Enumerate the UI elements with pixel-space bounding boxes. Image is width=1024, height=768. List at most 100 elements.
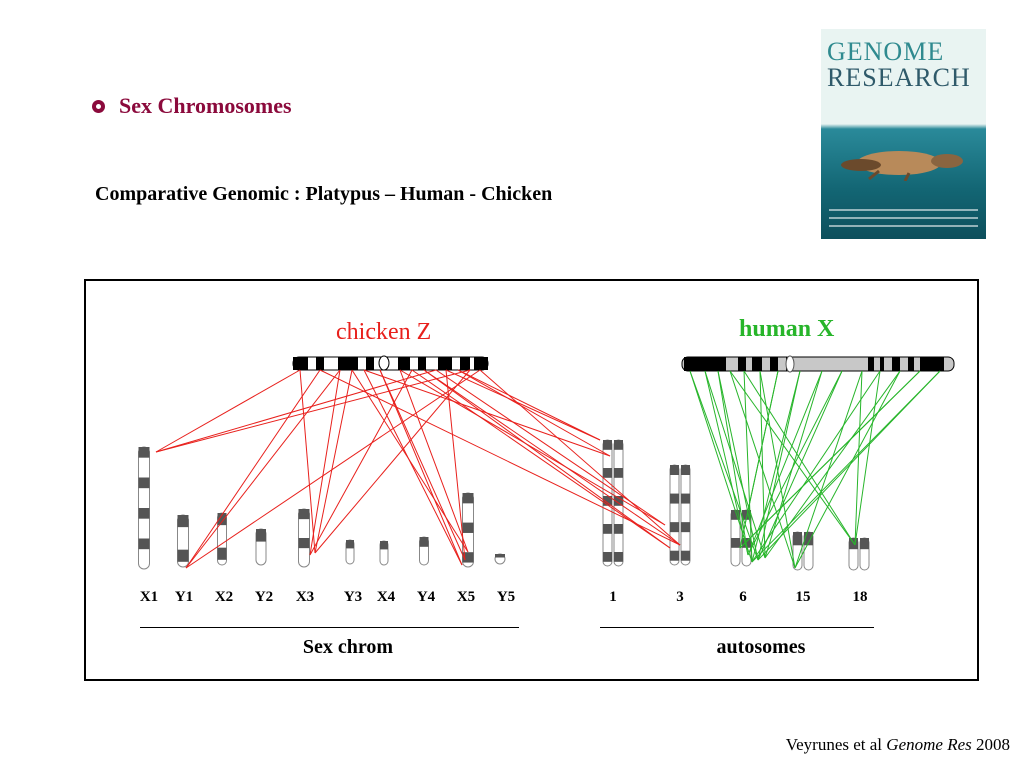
chicken-synteny-line: [435, 369, 666, 526]
chrom-1-band: [614, 524, 623, 534]
chrom-y5-band: [495, 554, 505, 558]
chrom-1-band: [614, 440, 623, 450]
human-x-band: [752, 357, 762, 371]
human-synteny-line: [729, 370, 856, 546]
chicken-z-band: [398, 357, 410, 370]
chicken-synteny-line: [363, 369, 463, 566]
human-synteny-line: [717, 370, 749, 556]
human-synteny-line: [689, 370, 753, 563]
chicken-z-centromere: [378, 355, 390, 371]
autosomes-bracket-line: [600, 627, 874, 628]
human-x-band: [908, 357, 914, 371]
autosome-label: 15: [795, 589, 811, 605]
human-synteny-line: [757, 370, 801, 561]
chicken-synteny-line: [379, 369, 466, 561]
chicken-z-band: [438, 357, 452, 370]
chicken-synteny-line: [411, 369, 671, 549]
human-synteny-line: [689, 370, 759, 561]
chicken-synteny-line: [319, 369, 681, 546]
human-synteny-line: [704, 370, 749, 556]
chicken-synteny-line: [423, 369, 671, 549]
human-x-band: [880, 357, 884, 371]
human-x-band: [684, 357, 726, 371]
sex-chromosome-label: Y5: [496, 589, 516, 605]
sex-chrom-group-label: Sex chrom: [302, 636, 394, 658]
chrom-3-band: [670, 465, 679, 475]
human-x-band: [738, 357, 746, 371]
chrom-y3-band: [346, 540, 354, 549]
chicken-synteny-line: [423, 369, 681, 546]
chrom-6-band: [742, 510, 751, 520]
chicken-synteny-line: [155, 369, 301, 453]
chrom-y1-band: [177, 549, 189, 562]
chrom-x5-band: [462, 493, 474, 504]
chrom-18-band: [860, 538, 869, 550]
chicken-z-band: [338, 357, 358, 370]
chrom-1-band: [603, 440, 612, 450]
human-x-band: [770, 357, 778, 371]
chrom-15-band: [793, 532, 802, 546]
chrom-15-band: [804, 532, 813, 546]
human-synteny-line: [751, 370, 881, 563]
human-x-centromere: [785, 355, 795, 373]
sex-chromosome-label: Y4: [416, 589, 436, 605]
human-synteny-line: [739, 370, 779, 549]
human-synteny-line: [747, 370, 823, 556]
autosomes-group-label: autosomes: [716, 636, 806, 658]
sex-chromosome-label: X4: [376, 589, 396, 605]
chrom-1-band: [614, 468, 623, 478]
chrom-1-band: [603, 496, 612, 506]
journal-cover-image: GENOME RESEARCH: [821, 29, 986, 239]
chicken-synteny-line: [314, 369, 471, 554]
slide-subtitle: Comparative Genomic : Platypus – Human -…: [95, 183, 553, 205]
citation-year: 2008: [976, 735, 1010, 754]
human-x-label: human X: [739, 316, 835, 342]
sex-chromosome-label: X1: [139, 589, 159, 605]
chicken-synteny-line: [457, 369, 611, 457]
chrom-3-band: [670, 522, 679, 533]
chicken-synteny-line: [445, 369, 601, 441]
chrom-x4-band: [380, 541, 388, 550]
chrom-6-band: [731, 538, 740, 548]
chicken-z-band: [366, 357, 374, 370]
sex-chromosome-label: X5: [456, 589, 476, 605]
human-x-band: [892, 357, 900, 371]
chrom-3-band: [681, 493, 690, 504]
chrom-y4-band: [419, 537, 429, 547]
human-x-ideogram: [681, 356, 955, 372]
chicken-z-band: [474, 357, 488, 370]
chrom-1-band: [603, 468, 612, 478]
chrom-x1-band: [138, 447, 150, 458]
chicken-z-label: chicken Z: [336, 319, 432, 345]
citation-authors: Veyrunes et al: [785, 735, 883, 754]
figure-frame: [84, 279, 979, 681]
chrom-3-band: [670, 550, 679, 561]
chicken-synteny-line: [155, 369, 437, 453]
chrom-x5-band: [462, 522, 474, 533]
cover-title-genome: GENOME: [827, 37, 945, 66]
chicken-synteny-line: [185, 369, 321, 569]
human-x-band: [920, 357, 944, 371]
chicken-synteny-line: [445, 369, 466, 561]
chrom-1-band: [603, 524, 612, 534]
chicken-synteny-line: [314, 369, 353, 554]
chicken-synteny-line: [479, 369, 681, 546]
chrom-3-band: [681, 550, 690, 561]
human-synteny-line: [743, 370, 753, 563]
chrom-3-band: [681, 522, 690, 533]
human-x-band: [868, 357, 874, 371]
human-synteny-line: [764, 370, 823, 559]
chicken-synteny-line: [185, 369, 481, 569]
chicken-synteny-line: [309, 369, 341, 556]
sex-chromosome-label: X3: [295, 589, 315, 605]
chrom-1-band: [603, 552, 612, 562]
autosome-label: 1: [609, 589, 617, 605]
chicken-synteny-line: [309, 369, 413, 556]
human-synteny-line: [764, 370, 901, 559]
chrom-6-band: [731, 510, 740, 520]
sex-chromosome-label: Y3: [343, 589, 363, 605]
chrom-y2-band: [256, 529, 266, 542]
chicken-z-band: [293, 357, 308, 370]
chrom-x1-band: [138, 508, 150, 519]
